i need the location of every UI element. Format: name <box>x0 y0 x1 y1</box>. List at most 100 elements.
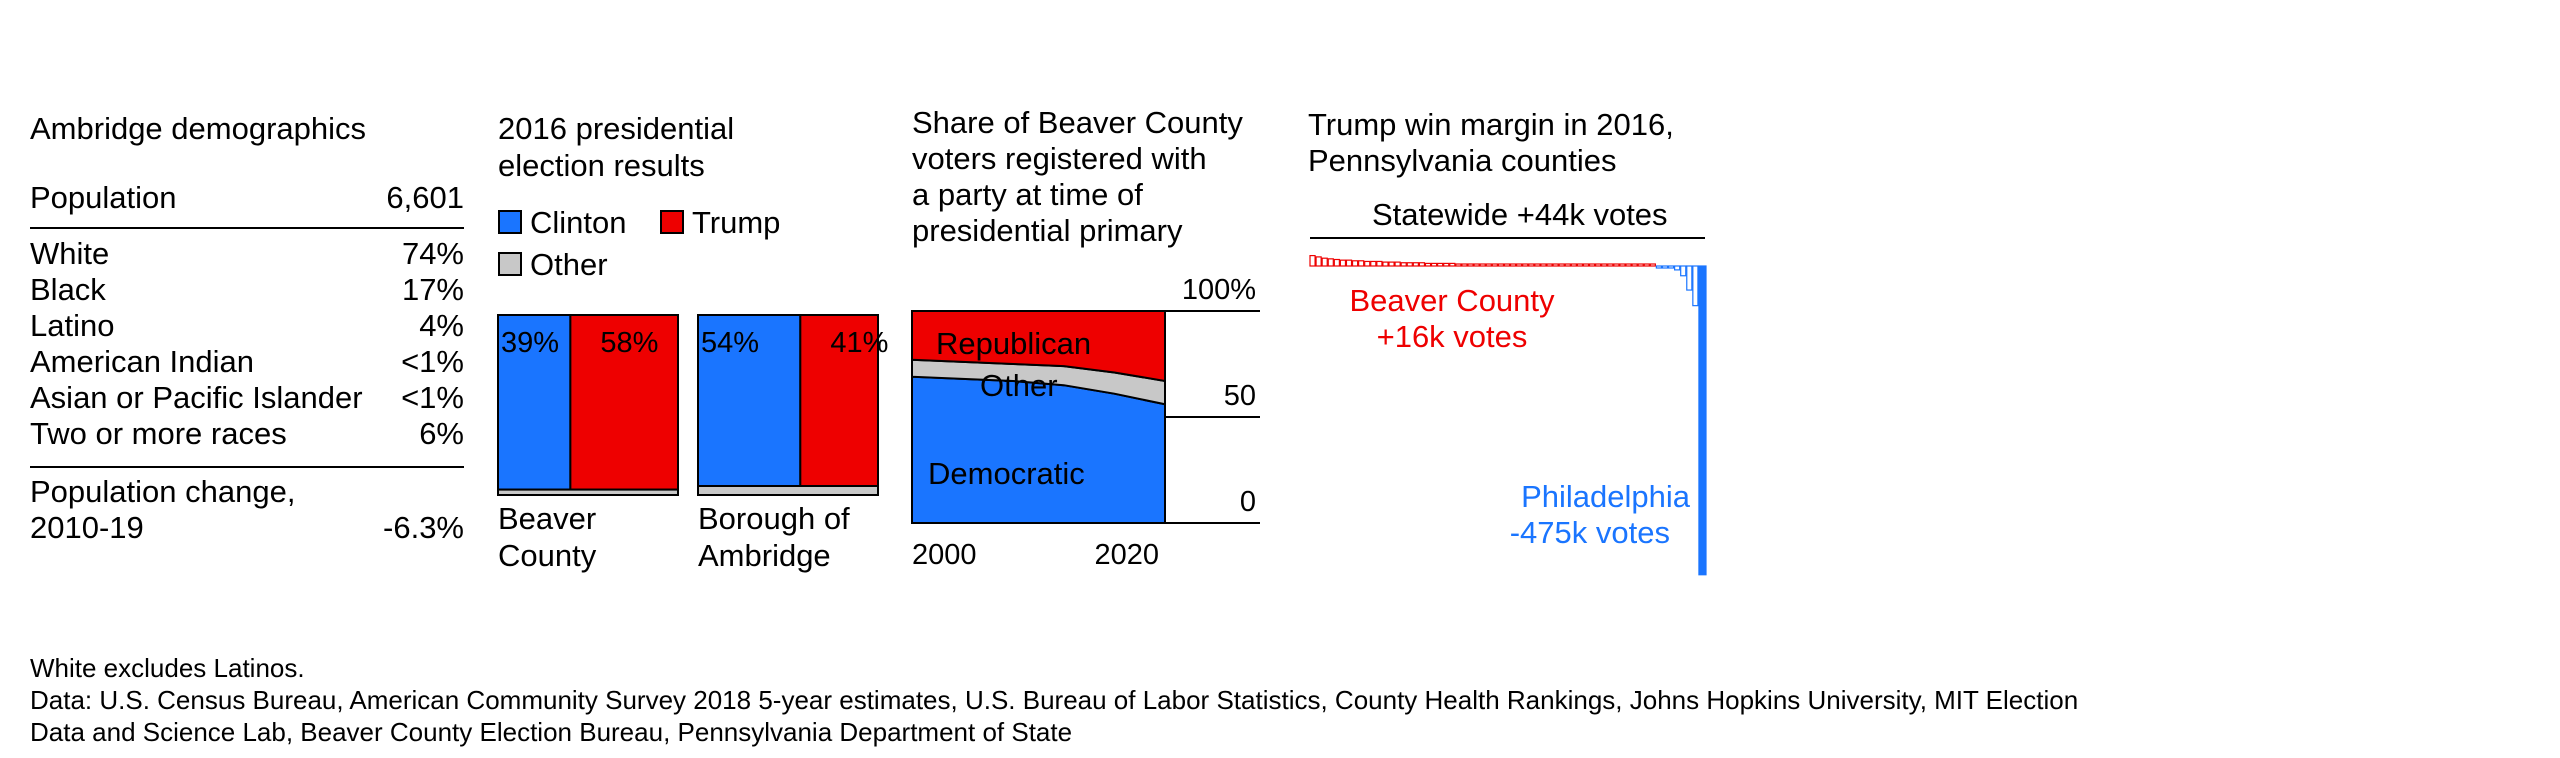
chart-title: election results <box>498 148 705 183</box>
table-row: Black 17% <box>30 272 464 308</box>
row-label: Two or more races <box>30 416 287 451</box>
change-value: -6.3% <box>383 510 464 545</box>
county-bar <box>1698 265 1707 576</box>
change-label-1: Population change, <box>30 474 296 509</box>
change-label-2: 2010-19 <box>30 510 144 545</box>
county-bar <box>1637 263 1644 267</box>
statewide-label: Statewide +44k votes <box>1372 197 1668 232</box>
y-tick-label: 50 <box>1224 380 1256 412</box>
category-label: County <box>498 538 597 573</box>
county-bar <box>1552 263 1559 267</box>
legend-swatch-clinton <box>498 210 522 234</box>
area-label-democratic: Democratic <box>928 456 1085 491</box>
county-bar <box>1655 265 1663 269</box>
footnote-source: Data and Science Lab, Beaver County Elec… <box>30 717 1073 747</box>
data-label: 54% <box>701 327 759 359</box>
philadelphia-label: Philadelphia <box>1521 479 1690 514</box>
row-value: 74% <box>401 236 464 271</box>
county-bar <box>1382 261 1389 267</box>
x-tick-label: 2020 <box>1094 539 1159 571</box>
chart-title: Share of Beaver County <box>912 105 1243 140</box>
divider <box>30 227 464 229</box>
county-bar <box>1686 265 1693 291</box>
table-row: Asian or Pacific Islander <1% <box>30 380 464 416</box>
county-bar <box>1333 258 1340 267</box>
county-bar <box>1631 263 1638 267</box>
category-label: Ambridge <box>698 538 831 573</box>
county-bar <box>1443 262 1450 267</box>
county-bar <box>1564 263 1571 267</box>
population-change-row-2: 2010-19 -6.3% <box>30 510 464 546</box>
county-bar <box>1437 262 1444 267</box>
population-value: 6,601 <box>386 180 464 215</box>
bar-other <box>497 488 679 497</box>
chart-title: voters registered with <box>912 141 1207 176</box>
county-bar <box>1509 263 1517 267</box>
county-bar <box>1661 265 1669 269</box>
area-label-republican: Republican <box>936 326 1091 361</box>
philadelphia-value: -475k votes <box>1509 515 1670 550</box>
county-bar <box>1449 262 1456 267</box>
x-tick-label: 2000 <box>912 539 977 571</box>
county-bar <box>1528 263 1535 267</box>
beaver-county-label: Beaver County <box>1349 283 1555 318</box>
county-bar <box>1364 260 1371 267</box>
table-row: American Indian <1% <box>30 344 464 380</box>
chart-title: Trump win margin in 2016, <box>1308 107 1674 142</box>
county-bar <box>1351 260 1359 267</box>
table-row: White 74% <box>30 236 464 272</box>
table-row: Latino 4% <box>30 308 464 344</box>
election-bars-svg: 39% 58% 54% 41% <box>497 314 888 497</box>
county-bar <box>1479 263 1486 267</box>
legend-swatch-other <box>498 252 522 276</box>
legend-label: Trump <box>692 205 781 240</box>
county-bar <box>1558 263 1565 267</box>
row-value: 6% <box>419 416 464 451</box>
county-bar <box>1406 262 1413 267</box>
data-label: 39% <box>501 327 559 359</box>
county-bar <box>1582 263 1590 267</box>
area-republican <box>911 310 1166 383</box>
divider <box>30 466 464 468</box>
data-label: 58% <box>600 327 658 359</box>
county-bar <box>1430 262 1438 267</box>
county-bar <box>1607 263 1614 267</box>
county-bar <box>1601 263 1608 267</box>
county-bar <box>1540 263 1547 267</box>
county-bar <box>1619 263 1626 267</box>
county-bar <box>1473 263 1480 267</box>
row-label: Black <box>30 272 106 307</box>
county-bar <box>1503 263 1511 267</box>
county-bar <box>1680 265 1687 277</box>
footnote-source: Data: U.S. Census Bureau, American Commu… <box>30 685 2079 715</box>
county-bar <box>1339 259 1347 267</box>
county-bar <box>1424 262 1432 267</box>
county-bar <box>1667 265 1675 269</box>
category-label: Borough of <box>698 501 850 536</box>
county-bar <box>1467 263 1474 267</box>
county-bar <box>1394 261 1401 267</box>
row-label: White <box>30 236 110 271</box>
county-bar <box>1625 263 1632 267</box>
county-bar <box>1613 263 1620 267</box>
row-value: 17% <box>401 272 464 307</box>
county-bar <box>1546 263 1553 267</box>
county-bar <box>1358 260 1365 267</box>
legend-label: Other <box>530 247 608 282</box>
county-bar <box>1418 262 1426 267</box>
y-tick-label: 100% <box>1182 274 1256 306</box>
population-label: Population <box>30 180 177 215</box>
county-bar <box>1345 259 1353 267</box>
table-row: Two or more races 6% <box>30 416 464 452</box>
bar-trump <box>799 314 880 487</box>
legend-swatch-trump <box>660 210 684 234</box>
county-bar <box>1461 263 1468 267</box>
legend-label: Clinton <box>530 205 627 240</box>
population-row: Population 6,601 <box>30 180 464 216</box>
row-label: Asian or Pacific Islander <box>30 380 363 415</box>
county-bar <box>1321 257 1328 267</box>
area-label-other: Other <box>980 368 1058 403</box>
county-bar <box>1595 263 1602 267</box>
registration-area-svg: Republican Other Democratic 100% 50 0 2000 202… <box>911 274 1260 571</box>
county-bar <box>1522 263 1529 267</box>
